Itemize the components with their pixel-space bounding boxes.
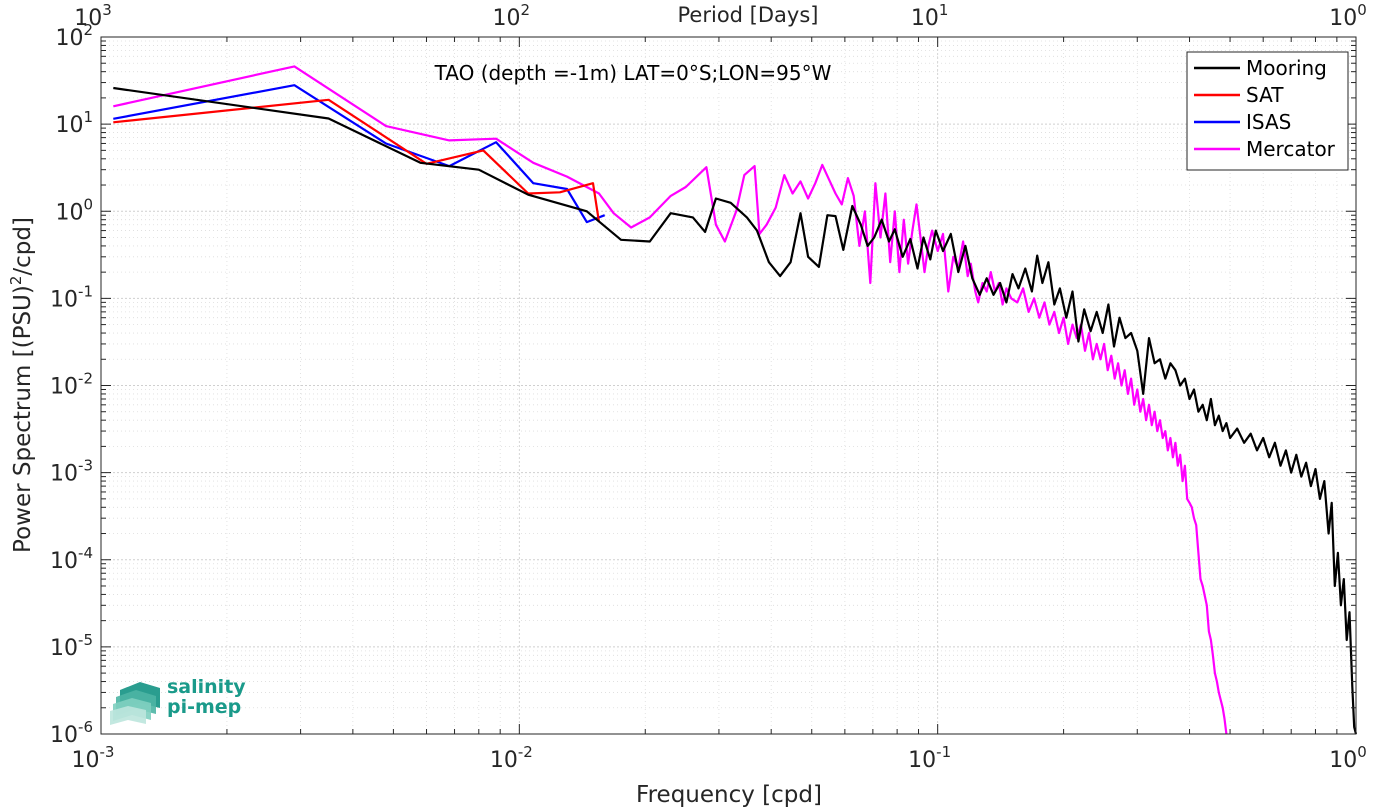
legend-label-isas: ISAS bbox=[1246, 110, 1291, 134]
y-tick-label: 10-2 bbox=[50, 370, 93, 400]
series-layer bbox=[113, 65, 1358, 735]
top-axis-label: Period [Days] bbox=[678, 3, 819, 27]
legend: Mooring SAT ISAS Mercator bbox=[1186, 51, 1349, 171]
y-tick-label: 10-4 bbox=[50, 544, 93, 574]
y-axis-label-main: Power Spectrum [(PSU) bbox=[10, 285, 36, 553]
series-line-mooring bbox=[113, 86, 1358, 735]
chart-title: TAO (depth =-1m) LAT=0°S;LON=95°W bbox=[434, 61, 832, 85]
x-tick-label: 10-3 bbox=[72, 743, 115, 773]
y-tick-label: 101 bbox=[55, 108, 93, 138]
y-tick-label: 100 bbox=[55, 195, 93, 225]
y-tick-label: 102 bbox=[55, 21, 93, 51]
legend-box bbox=[1186, 51, 1349, 171]
x-tick-label: 10-1 bbox=[908, 743, 951, 773]
series-line-isas bbox=[113, 84, 606, 224]
y-tick-label: 10-1 bbox=[50, 282, 93, 312]
legend-label-sat: SAT bbox=[1246, 83, 1284, 107]
y-tick-label: 10-5 bbox=[50, 631, 93, 661]
y-axis-label-sup: 2 bbox=[7, 276, 25, 286]
y-tick-label: 10-3 bbox=[50, 457, 93, 487]
wave-logo-icon bbox=[110, 682, 160, 725]
y-axis-label-tail: /cpd] bbox=[10, 217, 36, 276]
major-grid bbox=[100, 36, 1357, 735]
x-tick-label: 10-2 bbox=[490, 743, 533, 773]
top-tick-label: 101 bbox=[911, 1, 949, 31]
series-line-mercator bbox=[113, 65, 1228, 735]
top-tick-label: 103 bbox=[74, 1, 112, 31]
y-axis-label: Power Spectrum [(PSU)2/cpd] bbox=[7, 217, 36, 553]
x-axis-label: Frequency [cpd] bbox=[636, 782, 822, 808]
logo-text-line2: pi-mep bbox=[167, 696, 241, 718]
ticks-layer bbox=[100, 36, 1357, 735]
legend-label-mercator: Mercator bbox=[1246, 137, 1336, 161]
logo-text-line1: salinity bbox=[167, 676, 246, 698]
salinity-pi-mep-logo: salinity pi-mep bbox=[110, 676, 246, 725]
legend-items: Mooring SAT ISAS Mercator bbox=[1194, 56, 1336, 161]
top-tick-label: 100 bbox=[1329, 1, 1367, 31]
top-tick-label: 102 bbox=[493, 1, 531, 31]
legend-label-mooring: Mooring bbox=[1246, 56, 1327, 80]
series-line-sat bbox=[113, 98, 601, 223]
x-tick-label: 100 bbox=[1329, 743, 1367, 773]
y-tick-label: 10-6 bbox=[50, 718, 93, 748]
